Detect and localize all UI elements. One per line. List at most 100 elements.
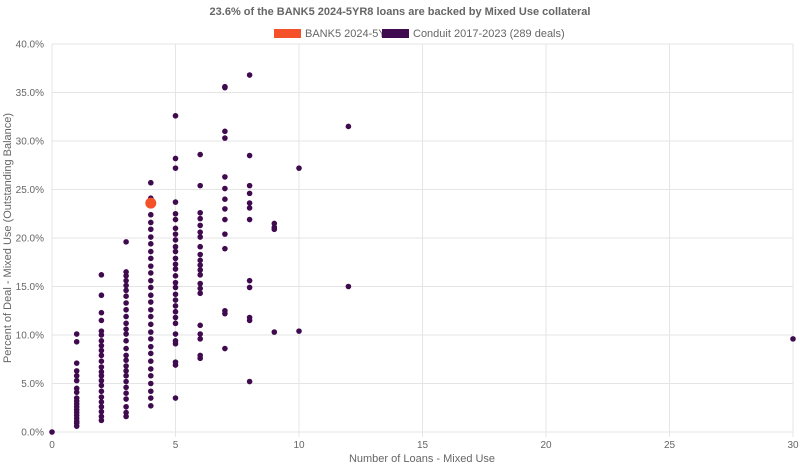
data-point-conduit[interactable] (172, 279, 179, 286)
data-point-conduit[interactable] (148, 380, 154, 387)
data-point-conduit[interactable] (123, 269, 129, 275)
data-point-conduit[interactable] (172, 359, 179, 365)
data-point-conduit[interactable] (148, 248, 154, 255)
data-point-conduit[interactable] (148, 306, 154, 313)
data-point-conduit[interactable] (197, 251, 203, 258)
data-point-conduit[interactable] (148, 241, 154, 247)
data-point-conduit[interactable] (148, 350, 154, 357)
data-point-conduit[interactable] (246, 205, 253, 211)
data-point-conduit[interactable] (246, 378, 253, 385)
data-point-conduit[interactable] (172, 308, 179, 315)
data-point-conduit[interactable] (73, 368, 80, 374)
data-point-conduit[interactable] (172, 243, 179, 250)
data-point-conduit[interactable] (148, 372, 154, 379)
data-point-conduit[interactable] (197, 243, 203, 250)
legend-label-bank5[interactable]: BANK5 2024-5YR8 (305, 28, 400, 40)
data-point-conduit[interactable] (123, 363, 129, 369)
data-point-conduit[interactable] (172, 314, 179, 321)
data-point-conduit[interactable] (197, 290, 203, 297)
data-point-conduit[interactable] (197, 280, 203, 287)
data-point-conduit[interactable] (148, 226, 154, 233)
data-point-conduit[interactable] (148, 403, 154, 409)
data-point-conduit[interactable] (222, 135, 228, 141)
data-point-conduit[interactable] (148, 336, 154, 342)
data-point-conduit[interactable] (73, 338, 80, 345)
data-point-conduit[interactable] (246, 72, 253, 78)
data-point-conduit[interactable] (222, 206, 228, 212)
data-point-conduit[interactable] (98, 388, 105, 395)
data-point-conduit[interactable] (123, 326, 129, 332)
data-point-conduit[interactable] (123, 300, 129, 306)
data-point-conduit[interactable] (123, 372, 129, 379)
data-point-conduit[interactable] (246, 284, 253, 291)
data-point-conduit[interactable] (98, 399, 105, 405)
data-point-conduit[interactable] (172, 210, 179, 217)
data-point-conduit[interactable] (73, 360, 80, 366)
data-point-conduit[interactable] (172, 216, 179, 223)
data-point-conduit[interactable] (148, 263, 154, 269)
data-point-conduit[interactable] (123, 282, 129, 289)
data-point-conduit[interactable] (123, 239, 129, 245)
data-point-conduit[interactable] (148, 270, 154, 276)
data-point-conduit[interactable] (148, 299, 154, 305)
data-point-conduit[interactable] (98, 358, 105, 364)
data-point-conduit[interactable] (123, 277, 129, 284)
data-point-conduit[interactable] (123, 352, 129, 359)
data-point-conduit[interactable] (172, 165, 179, 171)
data-point-conduit[interactable] (148, 284, 154, 291)
data-point-conduit[interactable] (197, 222, 203, 229)
data-point-conduit[interactable] (98, 342, 105, 349)
data-point-conduit[interactable] (222, 128, 228, 135)
data-point-conduit[interactable] (222, 231, 228, 237)
data-point-conduit[interactable] (123, 345, 129, 352)
data-point-conduit[interactable] (123, 287, 129, 294)
data-point-conduit[interactable] (123, 390, 129, 397)
data-point-conduit[interactable] (123, 403, 129, 410)
data-point-conduit[interactable] (148, 329, 154, 335)
data-point-conduit[interactable] (148, 366, 154, 372)
data-point-conduit[interactable] (98, 382, 105, 389)
data-point-conduit[interactable] (222, 216, 228, 223)
data-point-conduit[interactable] (172, 273, 179, 279)
data-point-conduit[interactable] (172, 225, 179, 232)
data-point-conduit[interactable] (222, 185, 228, 192)
data-point-conduit[interactable] (246, 200, 253, 206)
data-point-conduit[interactable] (123, 396, 129, 402)
data-point-conduit[interactable] (172, 291, 179, 298)
data-point-conduit[interactable] (98, 394, 105, 400)
data-point-conduit[interactable] (246, 314, 253, 321)
data-point-conduit[interactable] (73, 331, 80, 337)
data-point-conduit[interactable] (345, 123, 352, 130)
data-point-conduit[interactable] (98, 377, 105, 384)
data-point-conduit[interactable] (197, 336, 203, 342)
data-point-conduit[interactable] (296, 328, 302, 334)
data-point-conduit[interactable] (73, 377, 80, 384)
data-point-conduit[interactable] (98, 413, 105, 420)
data-point-conduit[interactable] (98, 332, 105, 338)
data-point-conduit[interactable] (197, 331, 203, 337)
data-point-conduit[interactable] (172, 261, 179, 267)
data-point-conduit[interactable] (123, 306, 129, 313)
data-point-conduit[interactable] (123, 413, 129, 420)
data-point-conduit[interactable] (296, 165, 302, 171)
data-point-conduit[interactable] (148, 358, 154, 364)
data-point-conduit[interactable] (172, 155, 179, 162)
data-point-conduit[interactable] (222, 307, 228, 314)
data-point-conduit[interactable] (73, 395, 80, 401)
data-point-conduit[interactable] (123, 293, 129, 300)
data-point-conduit[interactable] (148, 219, 154, 226)
data-point-conduit[interactable] (123, 357, 129, 364)
data-point-conduit[interactable] (98, 364, 105, 370)
data-point-conduit[interactable] (123, 320, 129, 327)
data-point-conduit[interactable] (197, 234, 203, 240)
data-point-conduit[interactable] (73, 389, 80, 396)
data-point-conduit[interactable] (98, 372, 105, 379)
data-point-conduit[interactable] (197, 322, 203, 329)
data-point-conduit[interactable] (172, 395, 179, 401)
data-point-conduit[interactable] (123, 409, 129, 416)
data-point-conduit[interactable] (148, 211, 154, 218)
data-point-conduit[interactable] (98, 338, 105, 344)
data-point-conduit[interactable] (172, 199, 179, 205)
data-point-conduit[interactable] (222, 83, 228, 90)
data-point-conduit[interactable] (148, 255, 154, 262)
